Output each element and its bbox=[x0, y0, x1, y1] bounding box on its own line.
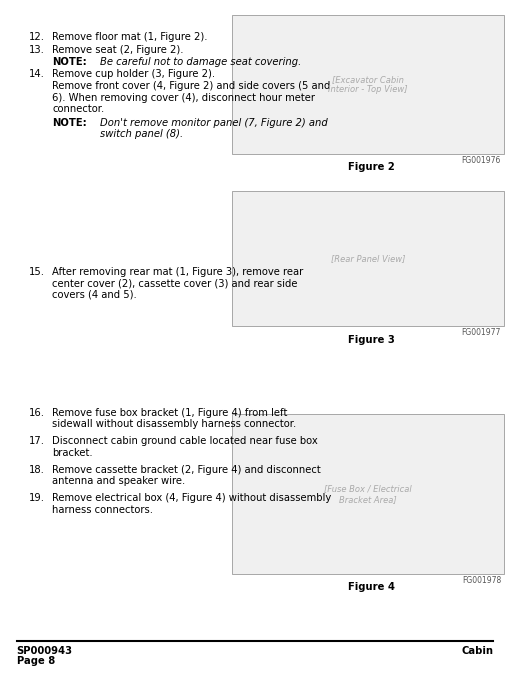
Text: bracket.: bracket. bbox=[52, 447, 93, 458]
Text: 13.: 13. bbox=[29, 46, 45, 55]
Text: NOTE:: NOTE: bbox=[52, 57, 87, 67]
Text: Figure 3: Figure 3 bbox=[347, 335, 393, 345]
Text: switch panel (8).: switch panel (8). bbox=[100, 129, 183, 139]
Text: SP000943: SP000943 bbox=[17, 646, 72, 656]
Text: harness connectors.: harness connectors. bbox=[52, 505, 153, 515]
Text: Page 8: Page 8 bbox=[17, 656, 55, 666]
Text: [Rear Panel View]: [Rear Panel View] bbox=[330, 254, 404, 263]
Text: FG001978: FG001978 bbox=[461, 576, 500, 585]
Text: Remove floor mat (1, Figure 2).: Remove floor mat (1, Figure 2). bbox=[52, 32, 207, 42]
Text: Remove fuse box bracket (1, Figure 4) from left: Remove fuse box bracket (1, Figure 4) fr… bbox=[52, 408, 287, 418]
Text: Remove electrical box (4, Figure 4) without disassembly: Remove electrical box (4, Figure 4) with… bbox=[52, 493, 331, 503]
FancyBboxPatch shape bbox=[232, 191, 502, 326]
FancyBboxPatch shape bbox=[232, 415, 502, 574]
Text: Remove front cover (4, Figure 2) and side covers (5 and: Remove front cover (4, Figure 2) and sid… bbox=[52, 82, 330, 91]
Text: Figure 4: Figure 4 bbox=[347, 582, 394, 592]
Text: 15.: 15. bbox=[29, 267, 45, 277]
Text: antenna and speaker wire.: antenna and speaker wire. bbox=[52, 476, 185, 486]
Text: NOTE:: NOTE: bbox=[52, 118, 87, 128]
Text: 17.: 17. bbox=[29, 436, 45, 446]
Text: FG001977: FG001977 bbox=[461, 328, 500, 337]
Text: After removing rear mat (1, Figure 3), remove rear: After removing rear mat (1, Figure 3), r… bbox=[52, 267, 303, 277]
Text: FG001976: FG001976 bbox=[461, 156, 500, 165]
Text: Disconnect cabin ground cable located near fuse box: Disconnect cabin ground cable located ne… bbox=[52, 436, 317, 446]
Text: Cabin: Cabin bbox=[461, 646, 492, 656]
Text: 19.: 19. bbox=[29, 493, 45, 503]
Text: 12.: 12. bbox=[29, 32, 45, 42]
Text: covers (4 and 5).: covers (4 and 5). bbox=[52, 290, 136, 300]
FancyBboxPatch shape bbox=[232, 15, 502, 154]
Text: [Fuse Box / Electrical
Bracket Area]: [Fuse Box / Electrical Bracket Area] bbox=[323, 484, 411, 504]
Text: Be careful not to damage seat covering.: Be careful not to damage seat covering. bbox=[100, 57, 301, 67]
Text: sidewall without disassembly harness connector.: sidewall without disassembly harness con… bbox=[52, 420, 296, 429]
Text: Remove cassette bracket (2, Figure 4) and disconnect: Remove cassette bracket (2, Figure 4) an… bbox=[52, 464, 320, 475]
Text: Remove cup holder (3, Figure 2).: Remove cup holder (3, Figure 2). bbox=[52, 69, 215, 79]
Text: Don't remove monitor panel (7, Figure 2) and: Don't remove monitor panel (7, Figure 2)… bbox=[100, 118, 327, 128]
Text: 18.: 18. bbox=[29, 464, 45, 475]
Text: 6). When removing cover (4), disconnect hour meter: 6). When removing cover (4), disconnect … bbox=[52, 92, 315, 103]
Text: 16.: 16. bbox=[29, 408, 45, 418]
Text: 14.: 14. bbox=[29, 69, 45, 79]
Text: center cover (2), cassette cover (3) and rear side: center cover (2), cassette cover (3) and… bbox=[52, 278, 297, 288]
Text: [Excavator Cabin
Interior - Top View]: [Excavator Cabin Interior - Top View] bbox=[327, 75, 407, 94]
Text: connector.: connector. bbox=[52, 104, 104, 114]
Text: Figure 2: Figure 2 bbox=[347, 162, 393, 172]
Text: Remove seat (2, Figure 2).: Remove seat (2, Figure 2). bbox=[52, 46, 183, 55]
